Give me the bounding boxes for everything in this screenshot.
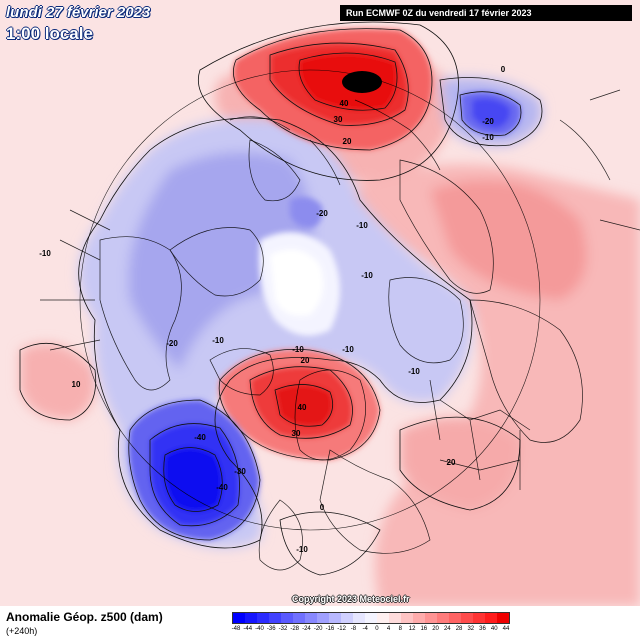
colorbar-swatch [461, 613, 473, 623]
colorbar-swatch [485, 613, 497, 623]
valid-time: 1:00 locale [6, 24, 93, 43]
contour-label: 20 [301, 356, 310, 365]
lead-time: (+240h) [6, 626, 38, 636]
contour-label: -20 [166, 339, 178, 348]
contour-label: -10 [342, 345, 354, 354]
colorbar-swatch [329, 613, 341, 623]
colorbar-tick-label: 20 [432, 626, 439, 632]
contour-label: -20 [482, 117, 494, 126]
colorbar-swatch [401, 613, 413, 623]
contour-label: -20 [316, 209, 328, 218]
contour-label: -10 [212, 336, 224, 345]
colorbar-tick-label: -28 [290, 626, 300, 632]
colorbar-tick-label: 24 [443, 626, 451, 632]
colorbar-swatch [257, 613, 269, 623]
colorbar-tick-label: 4 [386, 626, 391, 632]
neutral-zone [259, 232, 340, 336]
colorbar-tick-label: -40 [255, 626, 264, 632]
contour-label: 0 [320, 503, 325, 512]
copyright-notice: Copyright 2023 Meteociel.fr [292, 594, 410, 604]
colorbar-swatch [245, 613, 257, 623]
colorbar-tick-label: 44 [502, 626, 510, 632]
contour-label: -10 [361, 271, 373, 280]
valid-date: lundi 27 février 2023 [6, 4, 151, 21]
field-title: Anomalie Géop. z500 (dam) [6, 610, 163, 624]
colorbar-tick-label: -4 [362, 626, 368, 632]
colorbar-swatch [317, 613, 329, 623]
colorbar-tick-label: 36 [479, 626, 486, 632]
coastlines [40, 69, 640, 571]
colorbar-swatch [365, 613, 377, 623]
colorbar-tick-label: -20 [313, 626, 323, 632]
colorbar-swatch [389, 613, 401, 623]
contour-label: -10 [356, 221, 368, 230]
contour-label: -40 [194, 433, 206, 442]
colorbar-swatch [425, 613, 437, 623]
colorbar-swatch [269, 613, 281, 623]
colorbar-tick-label: 8 [398, 626, 403, 632]
colorbar-tick-label: -44 [243, 626, 253, 632]
contour-label: 0 [501, 65, 506, 74]
positive-core-north [342, 71, 382, 93]
colorbar-swatch [413, 613, 425, 623]
colorbar-swatch [341, 613, 353, 623]
colorbar-tick-label: 28 [455, 626, 463, 632]
colorbar-labels: -48 -44 -40 -36 -32 -28 -24 -20 -16 -12 -8 -4 0 4 8 12 1… [232, 626, 510, 636]
contour-label: 10 [72, 380, 81, 389]
contour-label: -10 [482, 133, 494, 142]
colorbar-swatch [449, 613, 461, 623]
colorbar-swatch [305, 613, 317, 623]
colorbar-tick-label: -8 [350, 626, 357, 632]
colorbar-swatch [233, 613, 245, 623]
contour-label: 40 [298, 403, 307, 412]
contour-lines [19, 21, 543, 576]
contour-label: -10 [408, 367, 420, 376]
contour-label: 30 [334, 115, 343, 124]
colorbar-tick-label: -24 [302, 626, 311, 632]
contour-labels: 40 30 20 0 -20 -10 -20 -10 -10 -10 -20 -10 -10 -10 10 -… [39, 65, 506, 554]
colorbar-swatch [353, 613, 365, 623]
colorbar-swatch [473, 613, 485, 623]
colorbar-tick-label: -16 [325, 626, 335, 632]
colorbar-tick-label: 16 [420, 626, 428, 632]
contour-label: -40 [216, 483, 228, 492]
colorbar [232, 612, 510, 624]
run-info-banner: Run ECMWF 0Z du vendredi 17 février 2023 [340, 5, 632, 21]
colorbar-tick-label: -36 [266, 626, 276, 632]
negative-center-pacific [128, 400, 260, 540]
colorbar-tick-label: 12 [408, 626, 416, 632]
negative-center-asia [460, 91, 521, 136]
contour-label: -10 [39, 249, 51, 258]
colorbar-swatch [377, 613, 389, 623]
colorbar-swatch [497, 613, 509, 623]
colorbar-tick-label: 0 [375, 626, 379, 632]
contour-label: 20 [447, 458, 456, 467]
contour-label: 20 [343, 137, 352, 146]
contour-label: -10 [292, 345, 304, 354]
colorbar-tick-label: 32 [467, 626, 475, 632]
colorbar-tick-label: 40 [490, 626, 498, 632]
colorbar-tick-label: -12 [337, 626, 346, 632]
negative-center-hudson [290, 197, 323, 228]
colorbar-tick-label: -48 [231, 626, 241, 632]
colorbar-tick-label: -32 [278, 626, 288, 632]
colorbar-swatch [281, 613, 293, 623]
contour-label: -30 [234, 467, 246, 476]
contour-label: -10 [296, 545, 308, 554]
contour-label: 30 [292, 429, 301, 438]
contour-label: 40 [340, 99, 349, 108]
colorbar-swatch [293, 613, 305, 623]
colorbar-swatch [437, 613, 449, 623]
